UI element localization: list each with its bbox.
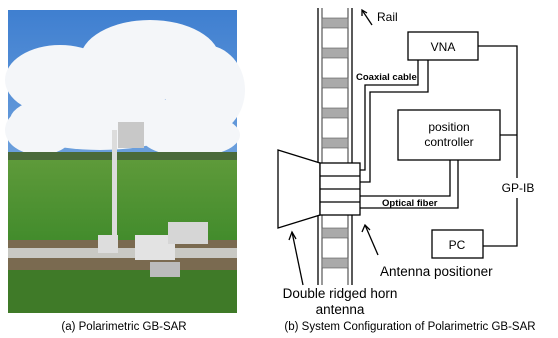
photo — [5, 10, 245, 313]
horn-label: Double ridged horn — [283, 286, 398, 301]
rail-rung — [322, 258, 348, 268]
rail-rung — [322, 18, 348, 28]
figure: (a) Polarimetric GB-SAR Rail VNA Coaxial… — [0, 0, 558, 338]
positioner-label: Antenna positioner — [380, 264, 493, 279]
coaxial-label: Coaxial cable — [356, 72, 417, 83]
rail-rung — [322, 108, 348, 118]
rail-rung — [322, 138, 348, 148]
rail-rung — [322, 48, 348, 58]
vna-label: VNA — [431, 40, 456, 54]
photo-caption: (a) Polarimetric GB-SAR — [61, 321, 186, 333]
rail-rung — [322, 228, 348, 238]
rail-rung — [322, 78, 348, 88]
controller-label: position — [428, 120, 469, 134]
controller-label: controller — [424, 135, 473, 149]
rail-label: Rail — [377, 10, 398, 24]
diagram — [278, 8, 517, 285]
diagram-caption: (b) System Configuration of Polarimetric… — [284, 321, 535, 333]
figure-canvas: (a) Polarimetric GB-SAR Rail VNA Coaxial… — [0, 0, 558, 338]
horn-label: antenna — [316, 302, 365, 317]
optical-label: Optical fiber — [382, 198, 438, 209]
pc-label: PC — [449, 238, 466, 252]
gpib-label: GP-IB — [502, 181, 535, 195]
